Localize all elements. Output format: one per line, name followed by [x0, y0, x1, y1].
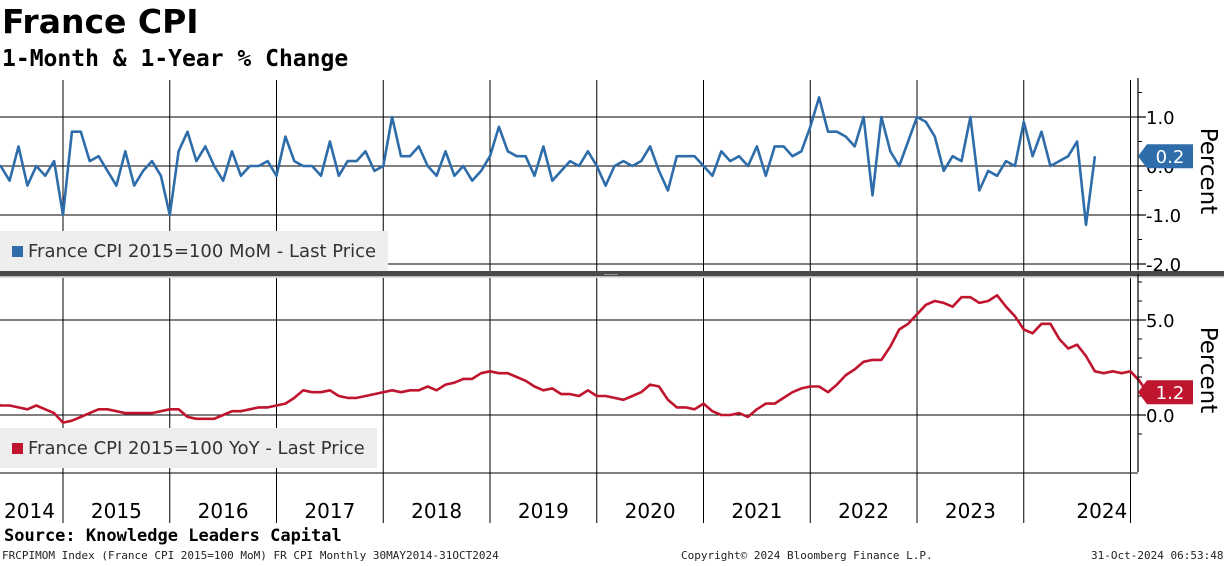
legend-yoy: France CPI 2015=100 YoY - Last Price	[0, 428, 377, 468]
panel-divider	[0, 271, 1224, 278]
footer-ticker: FRCPIMOM Index (France CPI 2015=100 MoM)…	[2, 549, 499, 562]
footer-copyright: Copyright© 2024 Bloomberg Finance L.P.	[681, 549, 933, 562]
last-value-label: 0.2	[1156, 147, 1185, 168]
mom-series-line	[0, 96, 1097, 227]
source-note: Source: Knowledge Leaders Capital	[4, 526, 342, 546]
footer-timestamp: 31-Oct-2024 06:53:48	[1091, 549, 1224, 562]
legend-label-yoy: France CPI 2015=100 YoY - Last Price	[28, 437, 365, 459]
grid-layer	[0, 80, 1138, 523]
yoy-series-line	[0, 293, 1158, 424]
legend-mom: France CPI 2015=100 MoM - Last Price	[0, 231, 389, 271]
x-tick-label: 2017	[304, 499, 355, 523]
chart-subtitle: 1-Month & 1-Year % Change	[2, 46, 349, 72]
y-axis-title: Percent	[1195, 327, 1221, 414]
x-axis-layer: 2014 2015 2016 2017 2018 2019 2020 2021 2022 2023…	[0, 472, 1138, 523]
mom-last-value-tag: 0.2	[1138, 144, 1193, 169]
legend-swatch-mom	[12, 245, 23, 257]
last-value-label: 1.2	[1156, 383, 1185, 404]
y-tick-label: 1.0	[1146, 108, 1175, 129]
x-tick-label: 2024	[1076, 499, 1127, 523]
x-tick-label: 2021	[731, 499, 782, 523]
x-tick-label: 2016	[198, 499, 249, 523]
legend-label-mom: France CPI 2015=100 MoM - Last Price	[28, 240, 377, 262]
y-tick-label: -2.0	[1146, 255, 1181, 276]
x-tick-label: 2014	[4, 499, 55, 523]
y-axis-title: Percent	[1195, 128, 1221, 215]
yoy-last-value-tag: 1.2	[1138, 380, 1193, 405]
x-tick-label: 2018	[411, 499, 462, 523]
legend-swatch-yoy	[12, 442, 23, 454]
y-tick-label: 0.0	[1146, 406, 1175, 427]
y-tick-label: 5.0	[1146, 311, 1175, 332]
chart-canvas: 1.00.0-1.0-2.0Percent0.25.00.0Percent1.2…	[0, 78, 1224, 523]
x-tick-label: 2019	[518, 499, 569, 523]
chart-title: France CPI	[2, 2, 199, 41]
series-layer	[0, 96, 1158, 424]
x-tick-label: 2023	[945, 499, 996, 523]
x-tick-label: 2015	[91, 499, 142, 523]
x-tick-label: 2020	[625, 499, 676, 523]
y-tick-label: -1.0	[1146, 206, 1181, 227]
x-tick-label: 2022	[838, 499, 889, 523]
